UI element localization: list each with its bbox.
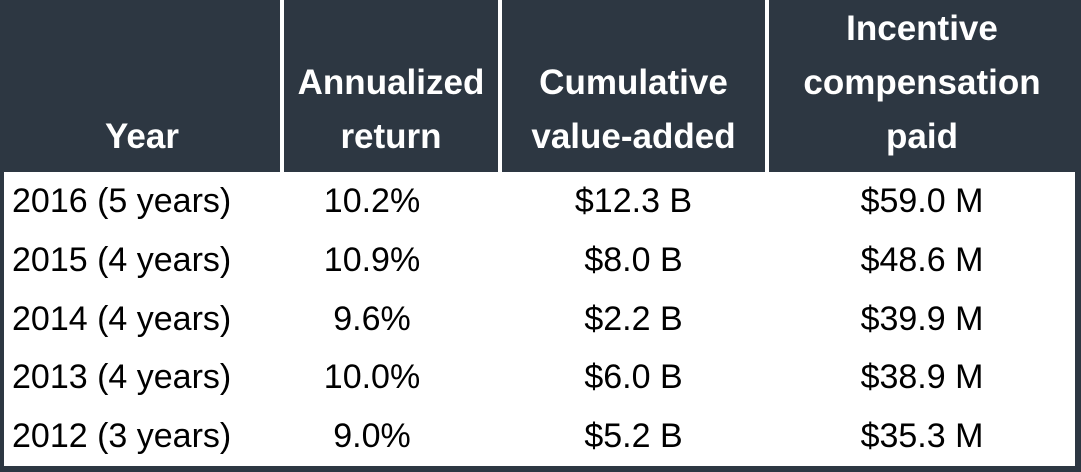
row-label: 2012 (3 years) [12,417,232,456]
header-text: Annualized [297,63,485,102]
header-text: Cumulative [539,63,728,102]
header-separator [765,0,769,172]
header-background [0,0,1081,172]
table-cell: 9.0% [333,417,411,456]
right-border [1075,0,1081,472]
header-separator [498,0,502,172]
header-cell: Incentive compensation paid [769,0,1075,164]
row-label: 2013 (4 years) [12,358,232,397]
table-cell: $38.9 M [860,358,984,397]
header-text: value-added [531,117,736,156]
table-cell: $2.2 B [584,299,683,338]
table-cell: 10.2% [323,182,421,220]
table-cell: $35.3 M [860,417,984,456]
header-cell: Annualized return [284,0,498,164]
table-cell: 10.0% [323,358,421,397]
header-cell: Year [4,0,280,164]
table-cell: $39.9 M [860,299,984,338]
table-cell: $8.0 B [584,240,683,279]
table-cell: $59.0 M [860,182,984,220]
table-cell: $48.6 M [860,240,984,279]
header-separator [280,0,284,172]
row-label: 2016 (5 years) [12,182,232,220]
header-cell: Cumulative value-added [502,0,765,164]
table-cell: 10.9% [323,240,421,279]
header-text: return [340,117,442,156]
left-border [0,0,4,472]
table-cell: $12.3 B [574,182,693,220]
table-cell: $5.2 B [584,417,683,456]
row-label: 2015 (4 years) [12,240,232,279]
bottom-border [0,466,1081,472]
header-text: compensation [803,63,1041,102]
header-text: paid [886,117,958,156]
header-text: Year [105,117,179,156]
row-label: 2014 (4 years) [12,299,232,338]
table-cell: $6.0 B [584,358,683,397]
header-text: Incentive [846,9,998,48]
table-cell: 9.6% [333,299,411,338]
